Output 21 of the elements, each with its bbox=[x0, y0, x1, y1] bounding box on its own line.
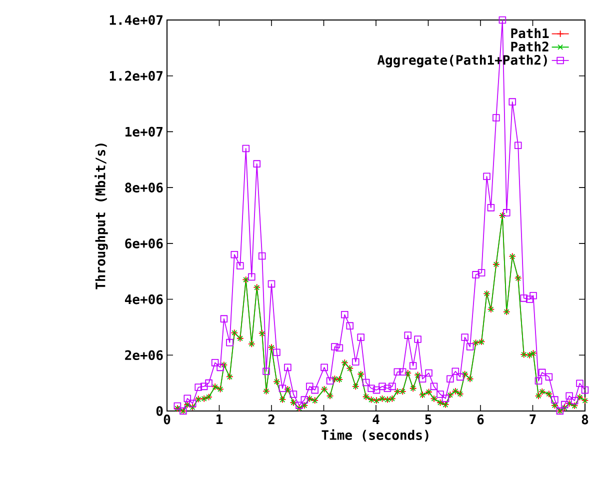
y-tick-label: 4e+06 bbox=[124, 294, 163, 304]
y-tick-label: 1.4e+07 bbox=[110, 15, 162, 25]
legend-label: Path2 bbox=[511, 41, 548, 52]
x-axis-title: Time (seconds) bbox=[322, 429, 428, 442]
y-tick-label: 1.2e+07 bbox=[110, 70, 162, 81]
x-tick-label: 2 bbox=[268, 414, 274, 424]
y-tick-label: 1e+07 bbox=[126, 126, 162, 137]
x-tick-label: 6 bbox=[477, 414, 484, 424]
legend-label: Path1 bbox=[511, 28, 549, 38]
y-axis-title: Throughput (Mbit/s) bbox=[94, 144, 108, 290]
x-tick-label: 5 bbox=[425, 414, 432, 424]
y-tick-label: 8e+06 bbox=[125, 182, 163, 192]
x-tick-label: 3 bbox=[320, 414, 327, 424]
x-tick-label: 7 bbox=[530, 414, 536, 424]
x-tick-label: 4 bbox=[372, 414, 380, 424]
y-tick-label: 2e+06 bbox=[125, 350, 163, 360]
x-tick-label: 1 bbox=[216, 414, 223, 424]
y-tick-label: 6e+06 bbox=[125, 238, 163, 248]
x-tick-label: 0 bbox=[164, 414, 170, 424]
x-tick-label: 8 bbox=[582, 414, 588, 424]
y-tick-label: 0 bbox=[156, 406, 163, 416]
